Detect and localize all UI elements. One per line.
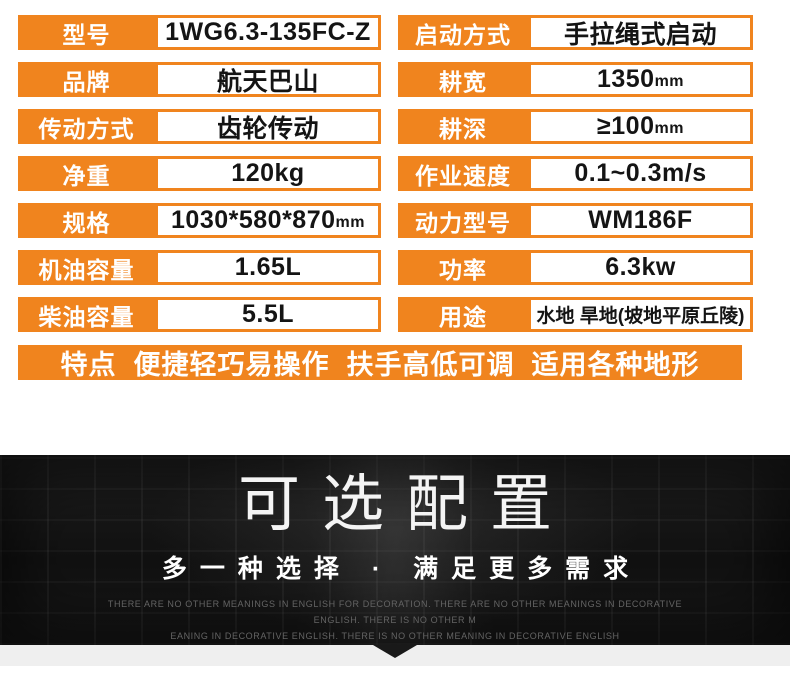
spec-value-text: 0.1~0.3m/s: [574, 159, 707, 187]
spec-label-tilling-width: 耕宽: [398, 62, 528, 97]
spec-value-text: 水地 旱地(坡地平原丘陵): [536, 306, 745, 327]
product-spec-page: 型号 1WG6.3-135FC-Z 品牌 航天巴山 传动方式 齿轮传动 净重 1…: [0, 15, 790, 681]
spec-value-text: 5.5L: [241, 300, 295, 328]
spec-value-engine-oil-capacity: 1.65L: [155, 250, 381, 285]
spec-row-engine-model: 动力型号 WM186F: [398, 203, 753, 238]
spec-value-working-speed: 0.1~0.3m/s: [528, 156, 753, 191]
optional-config-banner: 可选配置 多一种选择 · 满足更多需求 THERE ARE NO OTHER M…: [0, 455, 790, 645]
spec-value-text: WM186F: [588, 206, 693, 234]
spec-row-model: 型号 1WG6.3-135FC-Z: [18, 15, 381, 50]
spec-row-usage: 用途 水地 旱地(坡地平原丘陵): [398, 297, 753, 332]
bottom-strip: [0, 645, 790, 666]
spec-value-text: 1WG6.3-135FC-Z: [165, 18, 371, 46]
spec-column-right: 启动方式 手拉绳式启动 耕宽 1350 mm 耕深 ≥100 mm 作业速度 0.1…: [398, 15, 753, 332]
spec-value-text: 1.65L: [234, 253, 302, 281]
spec-label-power: 功率: [398, 250, 528, 285]
down-arrow-icon: [373, 645, 417, 658]
spec-label-start-method: 启动方式: [398, 15, 528, 50]
spec-value-diesel-capacity: 5.5L: [155, 297, 381, 332]
spec-value-start-method: 手拉绳式启动: [528, 15, 753, 50]
spec-table: 型号 1WG6.3-135FC-Z 品牌 航天巴山 传动方式 齿轮传动 净重 1…: [18, 15, 790, 332]
spec-row-transmission: 传动方式 齿轮传动: [18, 109, 381, 144]
spec-value-usage: 水地 旱地(坡地平原丘陵): [528, 297, 753, 332]
spec-row-working-speed: 作业速度 0.1~0.3m/s: [398, 156, 753, 191]
spec-label-engine-oil-capacity: 机油容量: [18, 250, 155, 285]
spec-label-model: 型号: [18, 15, 155, 50]
spec-label-working-speed: 作业速度: [398, 156, 528, 191]
spec-row-engine-oil-capacity: 机油容量 1.65L: [18, 250, 381, 285]
spec-label-transmission: 传动方式: [18, 109, 155, 144]
spec-column-left: 型号 1WG6.3-135FC-Z 品牌 航天巴山 传动方式 齿轮传动 净重 1…: [18, 15, 381, 332]
spec-value-power: 6.3kw: [528, 250, 753, 285]
banner-decorative-english-line2: EANING IN DECORATIVE ENGLISH. THERE IS N…: [170, 631, 620, 641]
spec-value-text: 手拉绳式启动: [563, 20, 717, 49]
spec-row-brand: 品牌 航天巴山: [18, 62, 381, 97]
spec-row-power: 功率 6.3kw: [398, 250, 753, 285]
spec-label-dimensions: 规格: [18, 203, 155, 238]
spec-value-text: 120kg: [231, 159, 305, 187]
banner-subtitle: 多一种选择 · 满足更多需求: [161, 555, 642, 583]
spec-row-diesel-capacity: 柴油容量 5.5L: [18, 297, 381, 332]
spec-value-text: 1030*580*870: [171, 206, 336, 234]
spec-value-text: 航天巴山: [216, 67, 319, 96]
spec-value-dimensions: 1030*580*870 mm: [155, 203, 381, 238]
banner-decorative-english: THERE ARE NO OTHER MEANINGS IN ENGLISH F…: [85, 596, 705, 644]
spec-label-brand: 品牌: [18, 62, 155, 97]
spec-value-unit: mm: [335, 214, 365, 231]
spec-label-tilling-depth: 耕深: [398, 109, 528, 144]
spec-label-net-weight: 净重: [18, 156, 155, 191]
spec-value-transmission: 齿轮传动: [155, 109, 381, 144]
spec-value-text: ≥100: [597, 112, 655, 140]
spec-row-start-method: 启动方式 手拉绳式启动: [398, 15, 753, 50]
spec-label-usage: 用途: [398, 297, 528, 332]
spec-value-unit: mm: [654, 73, 685, 90]
spec-label-engine-model: 动力型号: [398, 203, 528, 238]
spec-row-tilling-depth: 耕深 ≥100 mm: [398, 109, 753, 144]
spec-value-text: 齿轮传动: [216, 114, 319, 143]
spec-row-tilling-width: 耕宽 1350 mm: [398, 62, 753, 97]
banner-title: 可选配置: [237, 470, 574, 539]
spec-value-engine-model: WM186F: [528, 203, 753, 238]
spec-value-text: 1350: [596, 65, 655, 93]
spec-value-model: 1WG6.3-135FC-Z: [155, 15, 381, 50]
spec-row-net-weight: 净重 120kg: [18, 156, 381, 191]
features-bar: 特点 便捷轻巧易操作 扶手高低可调 适用各种地形: [18, 345, 742, 380]
spec-value-unit: mm: [654, 120, 684, 137]
spec-row-dimensions: 规格 1030*580*870 mm: [18, 203, 381, 238]
spec-value-brand: 航天巴山: [155, 62, 381, 97]
spec-value-net-weight: 120kg: [155, 156, 381, 191]
spec-value-tilling-depth: ≥100 mm: [528, 109, 753, 144]
spec-label-diesel-capacity: 柴油容量: [18, 297, 155, 332]
spec-value-text: 6.3kw: [605, 253, 676, 281]
spec-value-tilling-width: 1350 mm: [528, 62, 753, 97]
banner-decorative-english-line1: THERE ARE NO OTHER MEANINGS IN ENGLISH F…: [107, 599, 683, 625]
